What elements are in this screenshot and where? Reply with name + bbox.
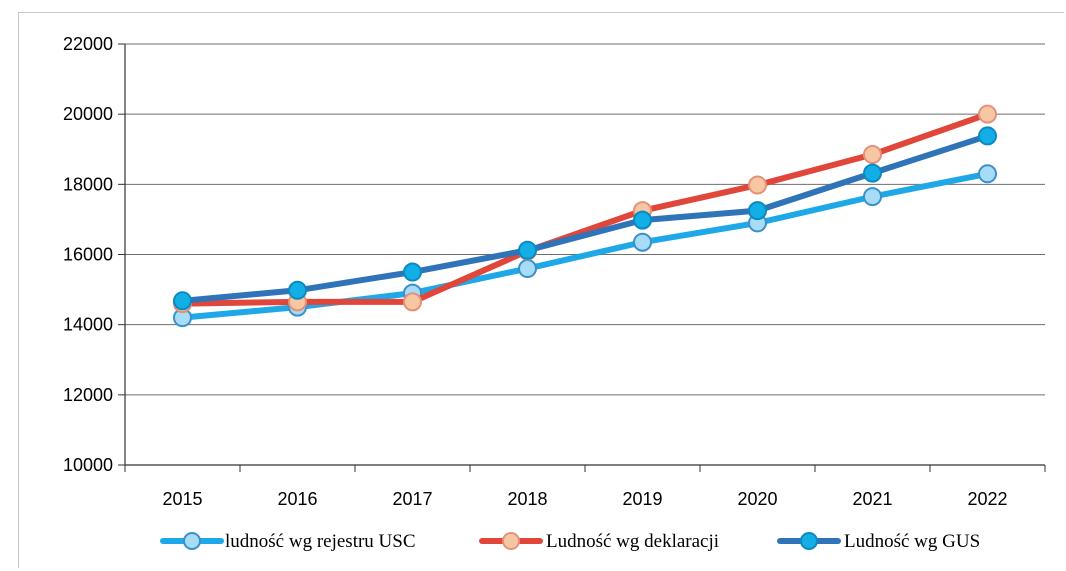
data-point [978,126,997,146]
legend-marker [800,532,818,550]
data-point [518,240,537,260]
legend-label: Ludność wg GUS [844,531,980,552]
series-group [173,104,997,328]
legend-item-1: ludność wg rejestru USC [160,531,416,552]
x-tick-label: 2021 [852,489,892,509]
y-tick-label: 16000 [63,245,113,265]
data-point [633,210,652,230]
legend-item-3: Ludność wg GUS [777,531,980,552]
data-point [978,164,997,184]
data-point [748,201,767,221]
axes [118,43,1046,472]
data-point [863,145,882,165]
data-point [748,175,767,195]
x-tick-label: 2020 [737,489,777,509]
x-tick-label: 2016 [277,489,317,509]
legend-marker [183,532,201,550]
y-tick-labels: 22000 20000 18000 16000 14000 12000 10000 [63,34,113,475]
data-point [863,163,882,183]
x-tick-label: 2018 [507,489,547,509]
y-tick-label: 10000 [63,455,113,475]
data-point [863,187,882,207]
data-point [518,259,537,279]
data-point [288,280,307,300]
legend-item-2: Ludność wg deklaracji [479,531,719,552]
data-point [633,232,652,252]
legend: ludność wg rejestru USC Ludność wg deklar… [160,531,980,552]
y-tick-label: 20000 [63,104,113,124]
y-tick-label: 14000 [63,315,113,335]
x-tick-label: 2022 [967,489,1007,509]
legend-label: ludność wg rejestru USC [225,531,416,552]
series-line [179,111,991,307]
data-point [403,292,422,312]
x-tick-label: 2017 [392,489,432,509]
data-point [173,291,192,311]
x-tick-labels: 2015 2016 2017 2018 2019 2020 2021 2022 [162,489,1007,509]
data-point [403,262,422,282]
legend-label: Ludność wg deklaracji [546,531,719,552]
series-3 [173,126,997,311]
x-tick-label: 2019 [622,489,662,509]
data-point [978,104,997,124]
y-tick-label: 12000 [63,385,113,405]
legend-marker [502,532,520,550]
series-line [179,132,991,304]
x-tick-label: 2015 [162,489,202,509]
y-tick-label: 18000 [63,174,113,194]
y-tick-label: 22000 [63,34,113,54]
chart-frame [18,12,1064,568]
